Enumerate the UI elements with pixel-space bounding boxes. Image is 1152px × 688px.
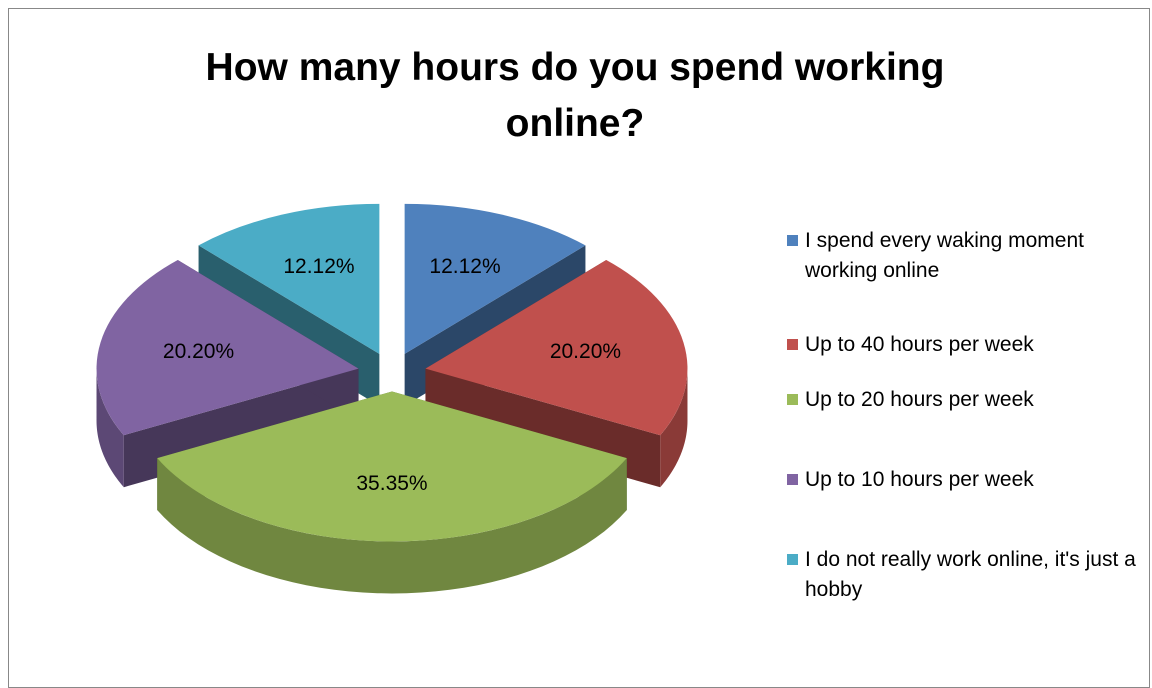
slice-top	[157, 391, 627, 542]
legend-swatch	[787, 235, 798, 246]
legend-swatch	[787, 554, 798, 565]
legend-item: Up to 10 hours per week	[787, 465, 1152, 495]
legend-item: I spend every waking moment working onli…	[787, 226, 1152, 286]
legend-swatch	[787, 474, 798, 485]
legend-label: Up to 10 hours per week	[805, 468, 1034, 491]
slice-top	[425, 260, 688, 436]
data-label: 20.20%	[550, 340, 621, 363]
legend-label: Up to 20 hours per week	[805, 388, 1034, 411]
legend-item: I do not really work online, it's just a…	[787, 545, 1152, 605]
chart-title: How many hours do you spend working onli…	[205, 46, 945, 145]
legend-swatch	[787, 339, 798, 350]
legend-label: I spend every waking moment working onli…	[805, 229, 1084, 282]
slice-top	[198, 203, 380, 354]
legend-item: Up to 40 hours per week	[787, 330, 1152, 360]
data-label: 35.35%	[356, 472, 427, 495]
legend-label: Up to 40 hours per week	[805, 333, 1034, 356]
legend-swatch	[787, 394, 798, 405]
data-label: 12.12%	[429, 255, 500, 278]
slice-outer-wall	[96, 368, 124, 488]
data-label: 20.20%	[163, 340, 234, 363]
slice-top	[96, 260, 359, 436]
slice	[157, 391, 627, 594]
legend-label: I do not really work online, it's just a…	[805, 548, 1136, 601]
slice-top	[404, 203, 586, 354]
legend-item: Up to 20 hours per week	[787, 385, 1152, 415]
slice-outer-wall	[157, 458, 627, 594]
data-label: 12.12%	[283, 255, 354, 278]
slice-outer-wall	[660, 368, 688, 488]
